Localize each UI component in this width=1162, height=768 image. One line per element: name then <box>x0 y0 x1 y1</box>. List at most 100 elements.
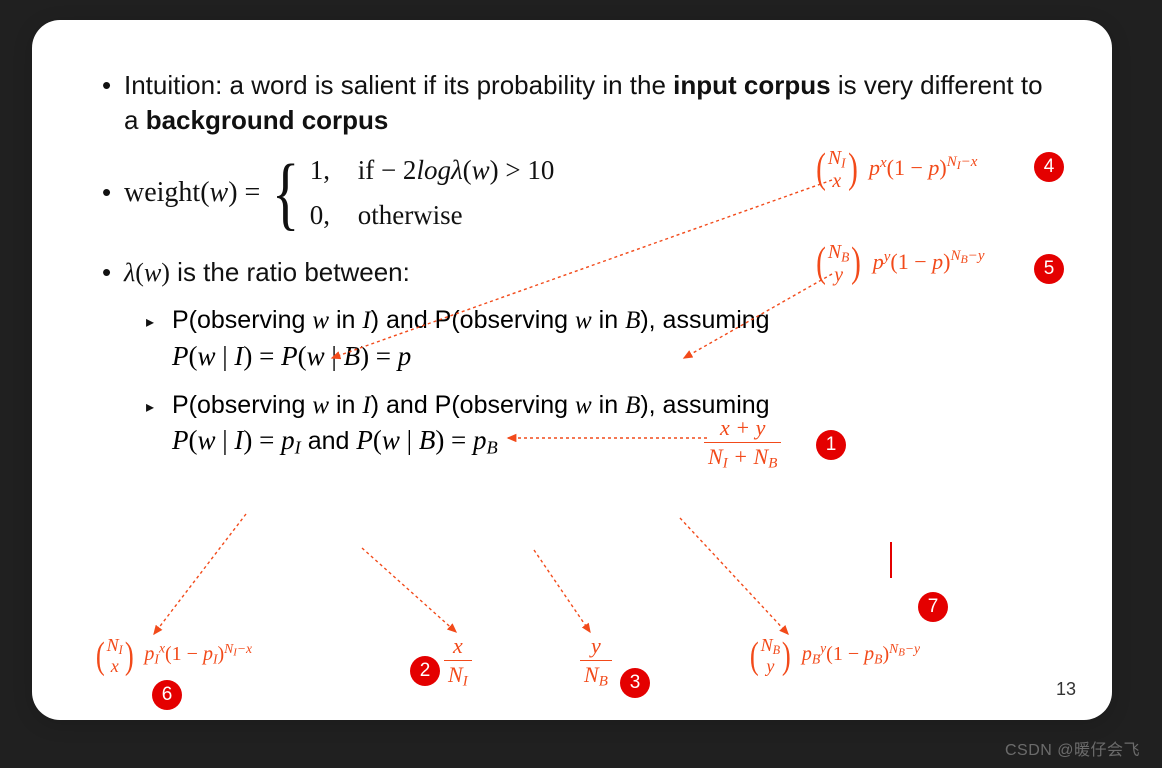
var-w: w <box>210 177 229 208</box>
fraction-bar <box>444 660 472 661</box>
arrow-a7 <box>680 518 788 634</box>
piecewise-cases: 1, if − 2logλ(w) > 10 0, otherwise <box>310 152 555 233</box>
fraction-bar <box>704 442 781 443</box>
binom-NB-y: ( NBy ) <box>748 636 793 676</box>
badge-5: 5 <box>1034 254 1064 284</box>
text: −y <box>968 248 985 264</box>
bullet-intuition: • Intuition: a word is salient if its pr… <box>102 68 1052 138</box>
annotation-7: ( NBy ) pBy(1 − pB)NB−y <box>748 636 920 676</box>
text: Intuition: a word is salient if its prob… <box>124 70 673 100</box>
text: x + y <box>720 415 765 440</box>
arrow-a6 <box>154 514 246 634</box>
text: x <box>880 154 887 170</box>
text: N <box>828 147 841 169</box>
badge-3: 3 <box>620 668 650 698</box>
equation-diff-p-2: P(w | B) = pB <box>356 425 497 455</box>
fraction-bar <box>580 660 612 661</box>
numerator: x + y <box>716 416 769 440</box>
text: ) > 10 <box>490 155 555 185</box>
denominator: NI + NB <box>704 445 781 472</box>
var-w: w <box>312 307 329 334</box>
arrow-a2 <box>362 548 456 632</box>
equation-diff-p: P(w | I) = pI <box>172 425 301 455</box>
denominator: NI <box>444 663 472 690</box>
text: N <box>889 641 898 656</box>
annotation-6: ( NIx ) pIx(1 − pI)NI−x <box>94 636 252 676</box>
badge-2: 2 <box>410 656 440 686</box>
var-w: w <box>575 392 592 419</box>
bullet-intuition-text: Intuition: a word is salient if its prob… <box>124 68 1052 138</box>
text: I <box>119 643 123 657</box>
var-I: I <box>362 392 370 419</box>
weight-lhs: weight(w) = <box>124 174 260 212</box>
text: N <box>947 154 957 170</box>
binomial-body: py(1 − p)NB−y <box>873 249 985 274</box>
text: −x <box>237 641 252 656</box>
annotation-3: y NB <box>580 634 612 690</box>
numerator: y <box>587 634 605 658</box>
text: N <box>584 662 599 687</box>
log: log <box>416 155 451 185</box>
var-B: B <box>625 392 640 419</box>
slide-card: • Intuition: a word is salient if its pr… <box>32 20 1112 720</box>
case-condition: otherwise <box>358 197 463 233</box>
text: −y <box>905 641 920 656</box>
binomial-body: px(1 − p)NI−x <box>869 155 977 180</box>
left-brace: { <box>272 158 300 228</box>
var-w: w <box>472 155 490 185</box>
text: B <box>898 647 905 659</box>
badge-7: 7 <box>918 592 948 622</box>
bold-input-corpus: input corpus <box>673 70 830 100</box>
fraction: y NB <box>580 634 612 690</box>
badge-4: 4 <box>1034 152 1064 182</box>
text: ) and P(observing <box>371 391 575 419</box>
text: P(observing <box>172 391 312 419</box>
annotation-4: ( NIx ) px(1 − p)NI−x <box>814 148 977 191</box>
bullet-dot: • <box>102 175 124 210</box>
text: N <box>107 635 119 655</box>
var-B: B <box>625 307 640 334</box>
text: N <box>224 641 233 656</box>
text: B <box>768 456 777 472</box>
text: ( <box>463 155 472 185</box>
text: x <box>832 171 841 192</box>
text: (w) <box>135 258 170 287</box>
text: y <box>834 265 843 286</box>
annotation-5: ( NBy ) py(1 − p)NB−y <box>814 242 985 285</box>
text: ) and P(observing <box>371 306 575 334</box>
text: + N <box>728 444 769 469</box>
text: weight( <box>124 177 210 208</box>
text: if − 2 <box>358 155 417 185</box>
badge-1: 1 <box>816 430 846 460</box>
denominator: NB <box>580 663 612 690</box>
annotation-2: x NI <box>444 634 472 690</box>
var-w: w <box>312 392 329 419</box>
text: B <box>773 643 780 657</box>
text: in <box>329 391 362 419</box>
case-value: 1, <box>310 152 340 188</box>
binomial-body: pIx(1 − pI)NI−x <box>144 643 252 665</box>
text: N <box>950 248 960 264</box>
text: x <box>111 657 119 676</box>
numerator: x <box>449 634 467 658</box>
subbullet-marker: ▸ <box>146 389 172 419</box>
bullet-dot: • <box>102 255 124 290</box>
text: B <box>841 249 849 264</box>
lambda: λ <box>451 155 463 185</box>
subbullet-marker: ▸ <box>146 304 172 334</box>
text: N <box>448 662 463 687</box>
case-1: 1, if − 2logλ(w) > 10 <box>310 152 555 188</box>
text: ), assuming <box>640 306 769 334</box>
case-condition: if − 2logλ(w) > 10 <box>358 152 555 188</box>
red-tick-mark <box>890 542 892 578</box>
subbullet-diff-p: ▸ P(observing w in I) and P(observing w … <box>146 389 1052 461</box>
binom-NI-x: ( NIx ) <box>814 148 860 191</box>
text: B <box>599 674 608 690</box>
bold-background-corpus: background corpus <box>146 105 389 135</box>
text: N <box>828 241 841 263</box>
subbullet-same-p: ▸ P(observing w in I) and P(observing w … <box>146 304 1052 375</box>
text: ) = <box>228 177 260 208</box>
equation-same-p: P(w | I) = P(w | B) = p <box>172 341 411 371</box>
text: N <box>761 635 773 655</box>
text: P(observing <box>172 306 312 334</box>
